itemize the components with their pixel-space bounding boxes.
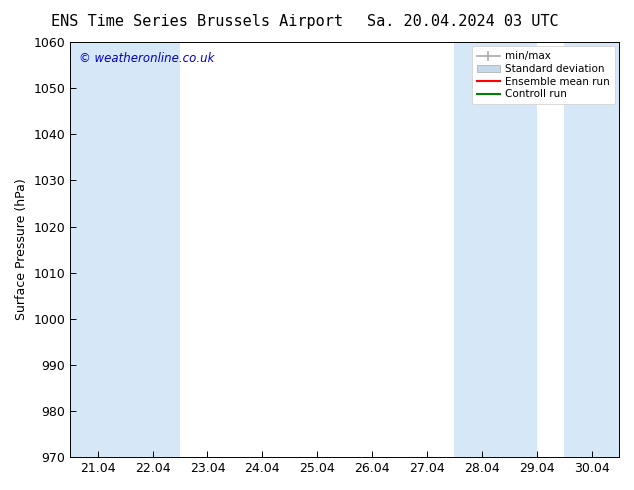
Text: © weatheronline.co.uk: © weatheronline.co.uk (79, 52, 214, 66)
Text: Sa. 20.04.2024 03 UTC: Sa. 20.04.2024 03 UTC (367, 14, 559, 29)
Bar (70, 42, 180, 457)
Bar (455, 42, 537, 457)
Legend: min/max, Standard deviation, Ensemble mean run, Controll run: min/max, Standard deviation, Ensemble me… (472, 46, 615, 104)
Text: ENS Time Series Brussels Airport: ENS Time Series Brussels Airport (51, 14, 342, 29)
Y-axis label: Surface Pressure (hPa): Surface Pressure (hPa) (15, 179, 28, 320)
Bar (564, 42, 619, 457)
